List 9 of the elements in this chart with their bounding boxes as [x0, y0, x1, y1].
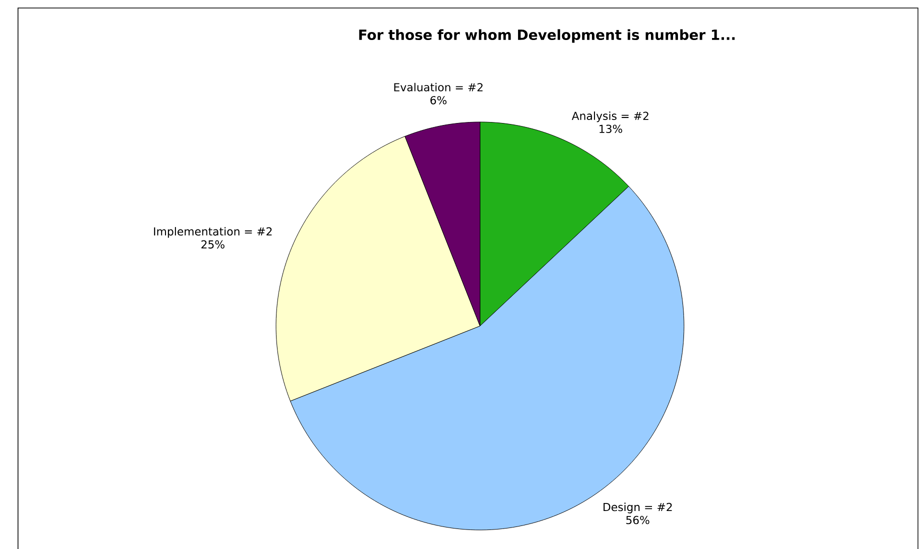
- data-label: 6%: [430, 96, 447, 104]
- data-label: 13%: [600, 124, 622, 134]
- slice-label: Evaluation = #2: [394, 82, 483, 92]
- slice-label: Implementation = #2: [154, 227, 272, 238]
- data-label: 25%: [201, 240, 224, 249]
- slice-label: Design = #2: [604, 502, 672, 514]
- chart-title: For those for whom Development is number 1...: [359, 29, 735, 43]
- slice-label: Analysis = #2: [572, 111, 648, 122]
- data-label: 56%: [626, 516, 650, 524]
